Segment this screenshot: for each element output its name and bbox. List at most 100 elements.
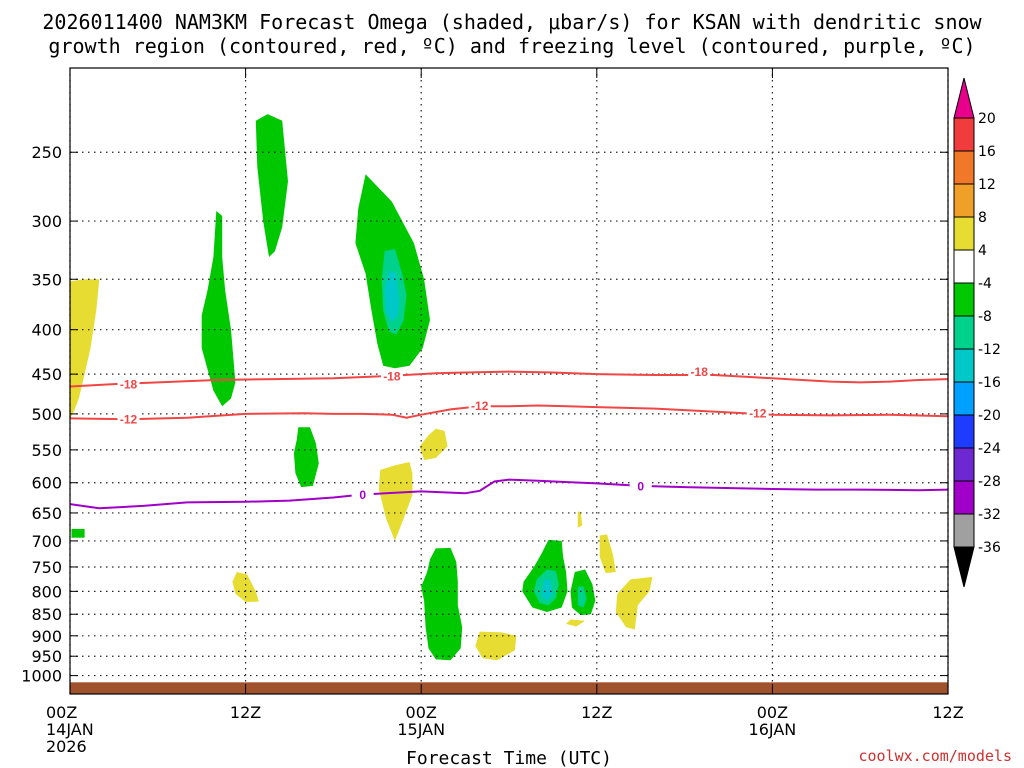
contour-label-bg--12-1 (468, 398, 491, 413)
colorbar-label-11: -28 (978, 474, 1001, 490)
colorbar-bin-12 (953, 480, 975, 515)
contour-label--12-0: -12 (120, 413, 138, 427)
colorbar-bin-10 (953, 414, 975, 449)
colorbar-bin-11 (953, 447, 975, 482)
contour-line--18 (69, 370, 949, 388)
colorbar-bin-7 (953, 315, 975, 350)
omega-region-20 (615, 576, 653, 630)
x-tick-label-12-0: 12Z (230, 703, 261, 722)
contour-line-0 (69, 478, 949, 510)
colorbar-bin-2 (953, 150, 975, 185)
chart-title-line-1: 2026011400 NAM3KM Forecast Omega (shaded… (42, 10, 982, 34)
contour-label-bg-0-0 (351, 487, 374, 502)
x-tick-label-24-0: 00Z (406, 703, 437, 722)
x-axis-label: Forecast Time (UTC) (406, 748, 612, 768)
contour-label-bg--18-2 (688, 364, 711, 379)
omega-region-19 (599, 534, 616, 573)
contour-label--12-1: -12 (471, 399, 489, 413)
colorbar-label-3: 8 (978, 210, 987, 226)
y-tick-label-250: 250 (31, 143, 62, 162)
x-tick-label-0-2: 2026 (46, 737, 87, 756)
colorbar-bin-9 (953, 381, 975, 416)
plot-frame (69, 67, 949, 695)
y-tick-label-950: 950 (31, 647, 62, 666)
y-tick-label-500: 500 (31, 405, 62, 424)
y-tick-label-750: 750 (31, 558, 62, 577)
contour-label--18-2: -18 (691, 365, 709, 379)
colorbar-top-arrow (953, 77, 975, 119)
omega-region-2 (201, 210, 236, 407)
omega-region-11 (475, 631, 517, 661)
y-tick-label-350: 350 (31, 270, 62, 289)
colorbar-label-2: 12 (978, 177, 996, 193)
omega-region-18 (577, 511, 583, 528)
colorbar-bin-1 (953, 117, 975, 152)
omega-region-6 (293, 427, 319, 488)
colorbar-label-6: -8 (978, 309, 992, 325)
x-tick-label-48-0: 00Z (757, 703, 788, 722)
y-tick-label-1000: 1000 (21, 667, 62, 686)
contour-label--18-1: -18 (383, 369, 401, 383)
colorbar-bin-3 (953, 183, 975, 218)
colorbar-label-9: -20 (978, 408, 1001, 424)
omega-region-14 (541, 579, 553, 601)
contour-label-bg--12-2 (746, 406, 769, 421)
colorbar-label-12: -32 (978, 507, 1001, 523)
colorbar-label-8: -16 (978, 375, 1001, 391)
y-tick-label-550: 550 (31, 441, 62, 460)
x-tick-label-60-0: 12Z (932, 703, 963, 722)
contour-line--12 (69, 404, 949, 421)
contour-label--18-0: -18 (120, 378, 138, 392)
colorbar-bin-13 (953, 513, 975, 548)
colorbar-label-13: -36 (978, 540, 1001, 556)
ground-surface (70, 682, 948, 694)
y-tick-label-400: 400 (31, 321, 62, 340)
y-tick-label-800: 800 (31, 582, 62, 601)
colorbar-label-10: -24 (978, 441, 1001, 457)
x-tick-label-0-0: 00Z (46, 703, 77, 722)
y-tick-label-850: 850 (31, 605, 62, 624)
contour-label-bg--18-1 (380, 368, 403, 383)
omega-colorbar: 20 16 12 8 4 -4 -8 -12 -16 -20 -24 -28 -32 -36 (953, 77, 1001, 588)
omega-region-5 (384, 270, 400, 322)
y-tick-label-450: 450 (31, 365, 62, 384)
colorbar-label-5: -4 (978, 276, 992, 292)
contour-label-bg--18-0 (117, 377, 140, 392)
x-tick-label-24-1: 15JAN (397, 720, 445, 739)
omega-region-17 (566, 619, 586, 627)
contour-label-0-1: 0 (637, 479, 644, 493)
x-tick-label-0-1: 14JAN (46, 720, 94, 739)
y-tick-label-650: 650 (31, 504, 62, 523)
omega-region-7 (419, 428, 448, 460)
x-tick-label-36-0: 12Z (581, 703, 612, 722)
y-tick-label-600: 600 (31, 474, 62, 493)
watermark-text: coolwx.com/models (858, 747, 1012, 765)
contour-label--12-2: -12 (749, 407, 767, 421)
omega-shading-layer (70, 114, 653, 661)
contour-label-0-0: 0 (359, 488, 366, 502)
y-tick-label-700: 700 (31, 532, 62, 551)
omega-region-10 (421, 547, 463, 661)
y-tick-label-300: 300 (31, 212, 62, 231)
pressure-axis: 250 300 350 400 450 500 550 600 650 700 750 800 850 9… (21, 143, 948, 686)
omega-region-21 (232, 572, 259, 602)
colorbar-bin-5 (953, 249, 975, 284)
chart-title-line-2: growth region (contoured, red, ºC) and f… (48, 34, 975, 58)
colorbar-bottom-arrow (953, 546, 975, 588)
colorbar-bin-8 (953, 348, 975, 383)
colorbar-label-1: 16 (978, 144, 996, 160)
colorbar-label-0: 20 (978, 111, 996, 127)
contour-label-bg--12-0 (117, 412, 140, 427)
colorbar-bin-4 (953, 216, 975, 251)
temperature-contours: -18 -18 -18 -12 -12 -12 0 0 (69, 364, 949, 510)
colorbar-bin-6 (953, 282, 975, 317)
colorbar-label-7: -12 (978, 342, 1001, 358)
y-tick-label-900: 900 (31, 627, 62, 646)
omega-region-8 (378, 462, 413, 541)
colorbar-label-4: 4 (978, 243, 987, 259)
omega-region-0 (70, 279, 100, 419)
contour-label-bg-0-1 (629, 478, 652, 493)
omega-region-9 (71, 528, 85, 538)
